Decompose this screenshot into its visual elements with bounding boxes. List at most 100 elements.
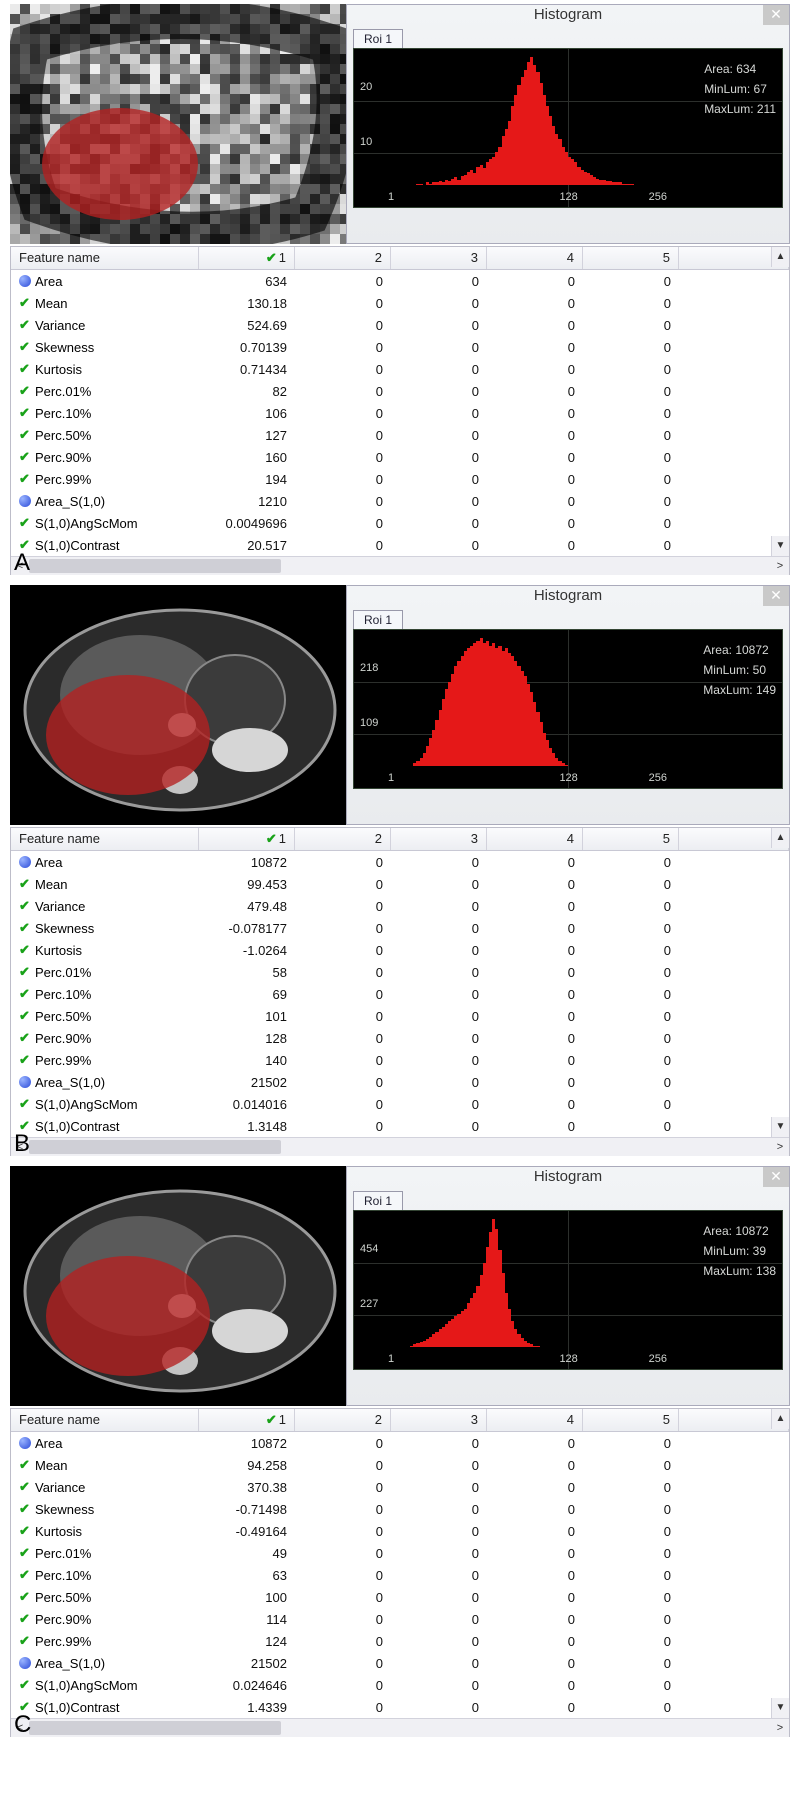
- feature-value-2: 0: [295, 877, 391, 892]
- table-row[interactable]: ✔Perc.90% 114 0 0 0 0: [11, 1608, 789, 1630]
- col-header-3[interactable]: 3: [391, 1409, 487, 1431]
- scroll-down-icon[interactable]: ▼: [771, 536, 789, 556]
- scrollbar-thumb[interactable]: [29, 1721, 281, 1735]
- roi-tab[interactable]: Roi 1: [353, 29, 403, 48]
- scrollbar-thumb[interactable]: [29, 559, 281, 573]
- table-row[interactable]: ✔Kurtosis -0.49164 0 0 0 0: [11, 1520, 789, 1542]
- table-row[interactable]: ✔S(1,0)Contrast 20.517 0 0 0 0: [11, 534, 789, 556]
- close-icon[interactable]: ✕: [763, 1167, 789, 1187]
- table-row[interactable]: Area_S(1,0) 1210 0 0 0 0: [11, 490, 789, 512]
- table-row[interactable]: Area_S(1,0) 21502 0 0 0 0: [11, 1071, 789, 1093]
- col-header-5[interactable]: 5: [583, 247, 679, 269]
- scan-image[interactable]: [10, 585, 346, 825]
- col-header-3[interactable]: 3: [391, 828, 487, 850]
- table-row[interactable]: ✔Perc.90% 128 0 0 0 0: [11, 1027, 789, 1049]
- col-header-3[interactable]: 3: [391, 247, 487, 269]
- table-row[interactable]: ✔Variance 479.48 0 0 0 0: [11, 895, 789, 917]
- table-row[interactable]: ✔S(1,0)AngScMom 0.024646 0 0 0 0: [11, 1674, 789, 1696]
- col-header-1[interactable]: ✔1: [199, 1409, 295, 1431]
- table-row[interactable]: ✔Perc.10% 106 0 0 0 0: [11, 402, 789, 424]
- col-header-5[interactable]: 5: [583, 1409, 679, 1431]
- scroll-up-icon[interactable]: ▲: [771, 247, 789, 267]
- table-row[interactable]: Area_S(1,0) 21502 0 0 0 0: [11, 1652, 789, 1674]
- panel-label: C: [14, 1711, 31, 1739]
- table-row[interactable]: ✔Skewness -0.71498 0 0 0 0: [11, 1498, 789, 1520]
- table-row[interactable]: ✔S(1,0)AngScMom 0.0049696 0 0 0 0: [11, 512, 789, 534]
- col-header-1[interactable]: ✔1: [199, 247, 295, 269]
- table-row[interactable]: ✔Perc.50% 101 0 0 0 0: [11, 1005, 789, 1027]
- col-header-name[interactable]: Feature name: [11, 247, 199, 269]
- feature-value-3: 0: [391, 362, 487, 377]
- table-row[interactable]: ✔Perc.99% 140 0 0 0 0: [11, 1049, 789, 1071]
- scrollbar-track[interactable]: [29, 1138, 771, 1156]
- col-header-2[interactable]: 2: [295, 828, 391, 850]
- table-row[interactable]: ✔S(1,0)Contrast 1.3148 0 0 0 0: [11, 1115, 789, 1137]
- scroll-right-icon[interactable]: >: [771, 1719, 789, 1737]
- table-row[interactable]: ✔Skewness -0.078177 0 0 0 0: [11, 917, 789, 939]
- col-header-4[interactable]: 4: [487, 828, 583, 850]
- scroll-up-icon[interactable]: ▲: [771, 828, 789, 848]
- h-scrollbar[interactable]: < >: [11, 1718, 789, 1736]
- table-row[interactable]: ✔Mean 130.18 0 0 0 0: [11, 292, 789, 314]
- close-icon[interactable]: ✕: [763, 586, 789, 606]
- table-row[interactable]: ✔Skewness 0.70139 0 0 0 0: [11, 336, 789, 358]
- table-row[interactable]: Area 634 0 0 0 0: [11, 270, 789, 292]
- roi-tab[interactable]: Roi 1: [353, 610, 403, 629]
- scroll-down-icon[interactable]: ▼: [771, 1117, 789, 1137]
- col-header-2[interactable]: 2: [295, 1409, 391, 1431]
- col-header-4[interactable]: 4: [487, 247, 583, 269]
- h-scrollbar[interactable]: < >: [11, 556, 789, 574]
- table-row[interactable]: ✔Perc.50% 127 0 0 0 0: [11, 424, 789, 446]
- col-header-5[interactable]: 5: [583, 828, 679, 850]
- scan-image[interactable]: [10, 1166, 346, 1406]
- feature-value-1: 0.70139: [199, 340, 295, 355]
- col-header-2[interactable]: 2: [295, 247, 391, 269]
- table-row[interactable]: ✔Perc.99% 194 0 0 0 0: [11, 468, 789, 490]
- table-row[interactable]: Area 10872 0 0 0 0: [11, 1432, 789, 1454]
- table-row[interactable]: Area 10872 0 0 0 0: [11, 851, 789, 873]
- table-row[interactable]: ✔S(1,0)AngScMom 0.014016 0 0 0 0: [11, 1093, 789, 1115]
- histogram-plot[interactable]: 218 109 1 128 256 Area: 10872 MinLum: 50…: [353, 629, 783, 789]
- table-row[interactable]: ✔Perc.01% 82 0 0 0 0: [11, 380, 789, 402]
- feature-value-5: 0: [583, 943, 679, 958]
- scrollbar-track[interactable]: [29, 557, 771, 575]
- table-row[interactable]: ✔S(1,0)Contrast 1.4339 0 0 0 0: [11, 1696, 789, 1718]
- table-row[interactable]: ✔Mean 94.258 0 0 0 0: [11, 1454, 789, 1476]
- check-icon: ✔: [19, 515, 31, 531]
- feature-value-5: 0: [583, 340, 679, 355]
- feature-value-2: 0: [295, 362, 391, 377]
- histogram-plot[interactable]: 20 10 1 128 256 Area: 634 MinLum: 67 Max…: [353, 48, 783, 208]
- scroll-right-icon[interactable]: >: [771, 557, 789, 575]
- roi-tab[interactable]: Roi 1: [353, 1191, 403, 1210]
- scan-image[interactable]: [10, 4, 346, 244]
- col-header-4[interactable]: 4: [487, 1409, 583, 1431]
- h-scrollbar[interactable]: < >: [11, 1137, 789, 1155]
- feature-value-5: 0: [583, 516, 679, 531]
- table-row[interactable]: ✔Perc.90% 160 0 0 0 0: [11, 446, 789, 468]
- scrollbar-track[interactable]: [29, 1719, 771, 1737]
- table-row[interactable]: ✔Perc.01% 58 0 0 0 0: [11, 961, 789, 983]
- table-row[interactable]: ✔Variance 524.69 0 0 0 0: [11, 314, 789, 336]
- col-header-name[interactable]: Feature name: [11, 1409, 199, 1431]
- histogram-plot[interactable]: 454 227 1 128 256 Area: 10872 MinLum: 39…: [353, 1210, 783, 1370]
- close-icon[interactable]: ✕: [763, 5, 789, 25]
- sort-icon: ✔: [266, 1412, 277, 1427]
- col-header-name[interactable]: Feature name: [11, 828, 199, 850]
- table-row[interactable]: ✔Mean 99.453 0 0 0 0: [11, 873, 789, 895]
- table-row[interactable]: ✔Perc.99% 124 0 0 0 0: [11, 1630, 789, 1652]
- table-row[interactable]: ✔Perc.10% 63 0 0 0 0: [11, 1564, 789, 1586]
- x-tick: 256: [649, 1353, 667, 1365]
- scroll-up-icon[interactable]: ▲: [771, 1409, 789, 1429]
- scroll-right-icon[interactable]: >: [771, 1138, 789, 1156]
- histogram-bars: [388, 638, 672, 766]
- table-row[interactable]: ✔Variance 370.38 0 0 0 0: [11, 1476, 789, 1498]
- scroll-down-icon[interactable]: ▼: [771, 1698, 789, 1718]
- scrollbar-thumb[interactable]: [29, 1140, 281, 1154]
- table-row[interactable]: ✔Kurtosis 0.71434 0 0 0 0: [11, 358, 789, 380]
- table-row[interactable]: ✔Kurtosis -1.0264 0 0 0 0: [11, 939, 789, 961]
- table-row[interactable]: ✔Perc.01% 49 0 0 0 0: [11, 1542, 789, 1564]
- table-row[interactable]: ✔Perc.50% 100 0 0 0 0: [11, 1586, 789, 1608]
- col-header-1[interactable]: ✔1: [199, 828, 295, 850]
- table-row[interactable]: ✔Perc.10% 69 0 0 0 0: [11, 983, 789, 1005]
- feature-value-1: 106: [199, 406, 295, 421]
